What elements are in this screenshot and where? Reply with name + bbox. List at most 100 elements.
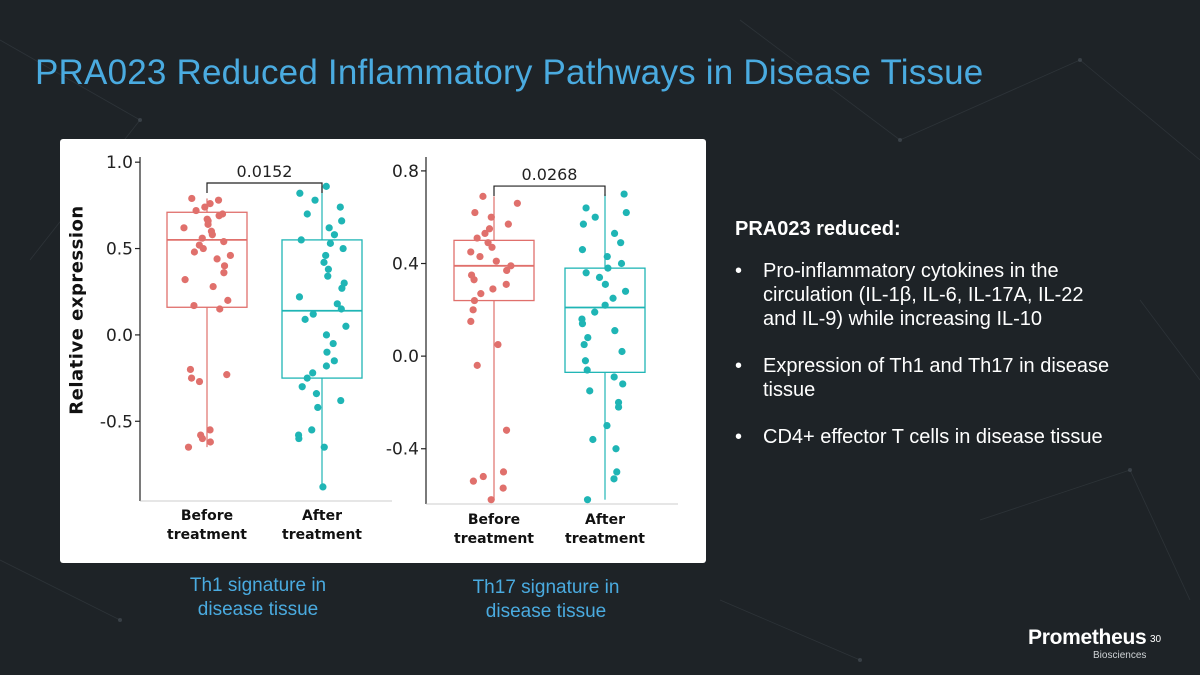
data-point bbox=[513, 199, 521, 207]
bullet-text-line: Expression of Th1 and Th17 in disease bbox=[763, 355, 1110, 377]
box-plots: -0.5 0.0 0.5 1.0 Before treatment After treatme… bbox=[100, 153, 678, 547]
data-point bbox=[479, 472, 487, 481]
data-point bbox=[223, 371, 231, 379]
data-point bbox=[610, 475, 618, 483]
page-number: 30 bbox=[1150, 634, 1162, 645]
box-iqr bbox=[453, 239, 535, 302]
data-point bbox=[610, 373, 618, 381]
bullet-th1-th17: • Expression of Th1 and Th17 in disease … bbox=[735, 354, 1155, 402]
caption-th1: Th1 signature in disease tissue bbox=[158, 574, 358, 622]
data-point bbox=[613, 468, 621, 476]
slide-title: PRA023 Reduced Inflammatory Pathways in … bbox=[35, 53, 984, 92]
data-point bbox=[477, 290, 485, 298]
category-label: treatment bbox=[565, 531, 645, 547]
data-point bbox=[582, 269, 590, 277]
findings-list: • Pro-inflammatory cytokines in the circ… bbox=[735, 259, 1155, 449]
data-point bbox=[488, 243, 496, 251]
data-point bbox=[329, 339, 337, 348]
data-point bbox=[618, 347, 626, 356]
data-point bbox=[487, 496, 495, 504]
y-tick-label: -0.4 bbox=[386, 440, 419, 460]
data-point bbox=[325, 224, 333, 232]
data-point bbox=[622, 208, 630, 217]
data-point bbox=[479, 192, 487, 200]
data-point bbox=[604, 264, 612, 272]
y-axis-label: Relative expression bbox=[66, 205, 88, 415]
bullet-cytokines: • Pro-inflammatory cytokines in the circ… bbox=[735, 259, 1155, 331]
data-point bbox=[469, 477, 477, 485]
data-point bbox=[584, 334, 592, 342]
data-point bbox=[589, 435, 597, 444]
data-point bbox=[489, 285, 497, 293]
data-point bbox=[601, 280, 609, 288]
data-point bbox=[492, 257, 500, 265]
data-point bbox=[610, 229, 619, 238]
data-point bbox=[507, 262, 515, 270]
company-logo: Prometheus Biosciences bbox=[1028, 627, 1147, 662]
data-point bbox=[580, 340, 588, 349]
findings-heading: PRA023 reduced: bbox=[735, 218, 901, 240]
box-iqr bbox=[281, 239, 363, 379]
data-point bbox=[342, 322, 350, 330]
data-point bbox=[481, 229, 489, 238]
data-point bbox=[578, 246, 587, 254]
data-point bbox=[467, 248, 475, 256]
data-point bbox=[206, 200, 214, 208]
data-point bbox=[601, 301, 609, 309]
data-point bbox=[503, 266, 511, 275]
data-point bbox=[504, 220, 512, 228]
data-point bbox=[319, 483, 327, 491]
data-point bbox=[476, 252, 484, 261]
data-point bbox=[469, 306, 477, 314]
data-point bbox=[199, 244, 207, 253]
data-point bbox=[296, 189, 304, 197]
data-point bbox=[198, 434, 207, 443]
data-point bbox=[339, 244, 347, 253]
data-point bbox=[322, 331, 331, 339]
bullet-text-line: circulation (IL-1β, IL-6, IL-17A, IL-22 bbox=[763, 284, 1084, 306]
data-point bbox=[611, 327, 619, 335]
data-point bbox=[333, 300, 341, 308]
data-point bbox=[620, 190, 628, 198]
bullet-text-line: and IL-9) while increasing IL-10 bbox=[763, 308, 1043, 330]
data-point bbox=[603, 421, 611, 430]
data-point bbox=[314, 403, 322, 412]
data-point bbox=[502, 280, 510, 288]
ylabel-background bbox=[60, 172, 94, 442]
data-point bbox=[320, 258, 328, 266]
data-point bbox=[215, 212, 223, 220]
data-point bbox=[206, 438, 214, 446]
box-iqr bbox=[166, 211, 248, 308]
data-point bbox=[201, 203, 209, 211]
data-point bbox=[499, 484, 507, 492]
data-point bbox=[612, 445, 620, 453]
y-tick-label: -0.5 bbox=[100, 412, 133, 432]
bullet-marker: • bbox=[735, 260, 743, 282]
data-point bbox=[190, 248, 199, 256]
category-label: Before bbox=[468, 512, 520, 528]
data-point bbox=[338, 217, 346, 225]
data-point bbox=[184, 443, 193, 451]
data-point bbox=[180, 224, 188, 232]
data-point bbox=[220, 238, 228, 246]
data-point bbox=[220, 262, 229, 270]
data-point bbox=[621, 287, 630, 295]
bullet-cd4: • CD4+ effector T cells in disease tissu… bbox=[735, 425, 1155, 449]
data-point bbox=[213, 255, 221, 263]
data-point bbox=[322, 362, 331, 370]
data-point bbox=[471, 208, 479, 217]
data-point bbox=[320, 443, 328, 451]
data-point bbox=[473, 234, 481, 242]
data-point bbox=[470, 276, 478, 284]
data-point bbox=[337, 396, 345, 405]
data-point bbox=[308, 426, 316, 434]
category-label: treatment bbox=[454, 531, 534, 547]
data-point bbox=[309, 369, 317, 377]
data-point bbox=[295, 293, 304, 301]
y-tick-label: 1.0 bbox=[106, 153, 133, 173]
data-point bbox=[323, 348, 331, 356]
data-point bbox=[209, 282, 217, 291]
data-point bbox=[338, 284, 346, 292]
data-point bbox=[188, 194, 196, 203]
data-point bbox=[298, 383, 306, 391]
